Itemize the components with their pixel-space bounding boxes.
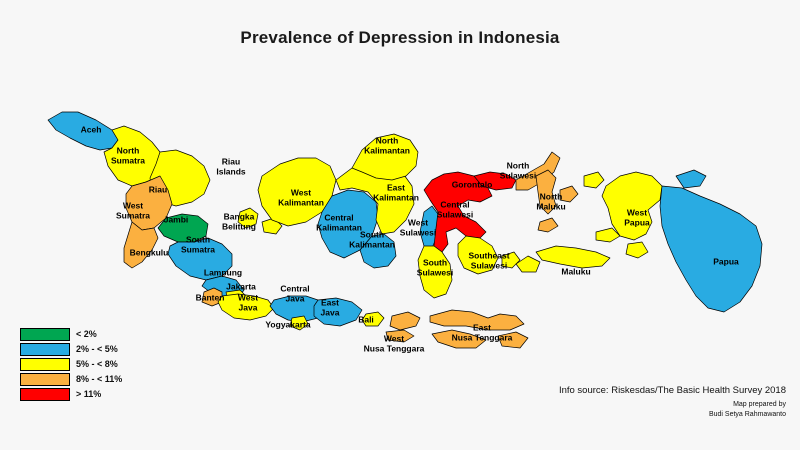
legend-label: 5% - < 8% — [76, 359, 118, 369]
regions-layer — [47, 111, 763, 349]
region-south-kalimantan[interactable] — [359, 233, 397, 269]
legend-row[interactable]: < 2% — [20, 327, 122, 342]
legend-label: > 11% — [76, 389, 102, 399]
region-west-nusa-tenggara[interactable] — [385, 311, 421, 343]
region-papua[interactable] — [659, 169, 763, 313]
region-south-sumatra[interactable] — [167, 237, 233, 281]
region-west-papua[interactable] — [583, 171, 663, 259]
legend-row[interactable]: 5% - < 8% — [20, 357, 122, 372]
region-yogyakarta[interactable] — [289, 315, 309, 331]
map-credit: Map prepared by Budi Setya Rahmawanto — [596, 400, 786, 420]
legend-swatch — [20, 358, 70, 371]
prevalence-legend: < 2% 2% - < 5% 5% - < 8% 8% - < 11% > 11% — [20, 327, 122, 402]
region-west-sumatra[interactable] — [125, 175, 173, 231]
region-north-sulawesi[interactable] — [515, 151, 561, 191]
region-aceh[interactable] — [47, 111, 119, 151]
region-south-sulawesi[interactable] — [417, 245, 453, 299]
legend-label: 2% - < 5% — [76, 344, 118, 354]
region-west-java[interactable] — [217, 293, 275, 321]
credit-line-2: Budi Setya Rahmawanto — [708, 411, 786, 418]
legend-swatch — [20, 343, 70, 356]
legend-swatch — [20, 373, 70, 386]
legend-row[interactable]: 8% - < 11% — [20, 372, 122, 387]
source-info-text: Info source: Riskesdas/The Basic Health … — [558, 385, 786, 396]
legend-swatch — [20, 328, 70, 341]
region-bengkulu[interactable] — [123, 221, 159, 269]
region-southeast-sulawesi[interactable] — [457, 235, 521, 275]
legend-row[interactable]: > 11% — [20, 387, 122, 402]
region-east-nusa-tenggara[interactable] — [429, 309, 529, 349]
region-north-kalimantan[interactable] — [351, 133, 419, 181]
region-gorontalo[interactable] — [473, 171, 517, 191]
legend-swatch — [20, 388, 70, 401]
legend-row[interactable]: 2% - < 5% — [20, 342, 122, 357]
region-bali[interactable] — [361, 311, 385, 327]
region-jambi[interactable] — [157, 213, 209, 243]
region-north-maluku[interactable] — [535, 169, 579, 233]
region-east-java[interactable] — [313, 297, 363, 327]
region-maluku[interactable] — [515, 227, 621, 273]
page-title: Prevalence of Depression in Indonesia — [240, 28, 560, 47]
source-note: Info source: Riskesdas/The Basic Health … — [536, 385, 786, 396]
credit-line-1: Map prepared by — [733, 401, 786, 408]
legend-label: < 2% — [76, 329, 97, 339]
legend-label: 8% - < 11% — [76, 374, 123, 384]
